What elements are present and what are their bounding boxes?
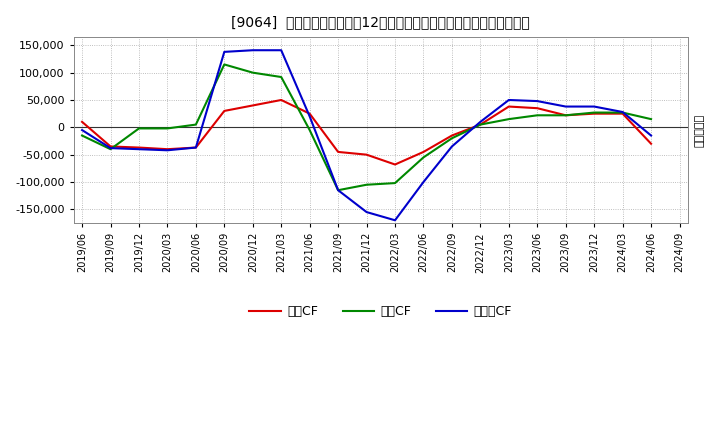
Line: 投資CF: 投資CF	[82, 64, 651, 190]
営業CF	[505, 104, 513, 109]
投資CF	[78, 133, 86, 138]
フリーCF	[647, 133, 655, 138]
投資CF	[305, 128, 314, 133]
フリーCF	[476, 119, 485, 125]
フリーCF	[248, 48, 257, 53]
フリーCF	[135, 147, 143, 152]
フリーCF	[618, 110, 627, 115]
投資CF	[590, 110, 598, 115]
投資CF	[248, 70, 257, 75]
営業CF	[533, 106, 541, 111]
営業CF	[277, 97, 286, 103]
投資CF	[448, 136, 456, 141]
営業CF	[419, 149, 428, 154]
投資CF	[362, 182, 371, 187]
営業CF	[220, 108, 229, 114]
投資CF	[505, 117, 513, 122]
営業CF	[248, 103, 257, 108]
フリーCF	[505, 97, 513, 103]
営業CF	[476, 122, 485, 127]
フリーCF	[220, 49, 229, 55]
Line: フリーCF: フリーCF	[82, 50, 651, 220]
営業CF	[305, 111, 314, 116]
営業CF	[448, 133, 456, 138]
投資CF	[647, 117, 655, 122]
フリーCF	[106, 146, 114, 151]
Legend: 営業CF, 投資CF, フリーCF: 営業CF, 投資CF, フリーCF	[245, 300, 517, 323]
投資CF	[277, 74, 286, 80]
営業CF	[562, 113, 570, 118]
フリーCF	[362, 209, 371, 215]
営業CF	[334, 149, 343, 154]
フリーCF	[163, 148, 172, 153]
営業CF	[78, 119, 86, 125]
投資CF	[334, 187, 343, 193]
投資CF	[106, 147, 114, 152]
フリーCF	[192, 145, 200, 150]
投資CF	[135, 126, 143, 131]
Line: 営業CF: 営業CF	[82, 100, 651, 165]
営業CF	[647, 141, 655, 147]
フリーCF	[334, 187, 343, 193]
Title: [9064]  キャッシュフローの12か月移動合計の対前年同期増減額の推移: [9064] キャッシュフローの12か月移動合計の対前年同期増減額の推移	[231, 15, 530, 29]
フリーCF	[419, 180, 428, 185]
投資CF	[163, 126, 172, 131]
フリーCF	[590, 104, 598, 109]
投資CF	[220, 62, 229, 67]
投資CF	[476, 122, 485, 127]
投資CF	[618, 110, 627, 115]
営業CF	[618, 111, 627, 116]
投資CF	[562, 113, 570, 118]
営業CF	[362, 152, 371, 158]
営業CF	[135, 145, 143, 150]
フリーCF	[78, 128, 86, 133]
投資CF	[391, 180, 400, 186]
フリーCF	[562, 104, 570, 109]
投資CF	[533, 113, 541, 118]
投資CF	[419, 155, 428, 160]
営業CF	[106, 144, 114, 149]
フリーCF	[305, 114, 314, 119]
営業CF	[192, 145, 200, 150]
営業CF	[163, 147, 172, 152]
投資CF	[192, 122, 200, 127]
営業CF	[391, 162, 400, 167]
フリーCF	[448, 144, 456, 149]
フリーCF	[277, 48, 286, 53]
フリーCF	[391, 218, 400, 223]
営業CF	[590, 111, 598, 116]
フリーCF	[533, 99, 541, 104]
Y-axis label: （百万円）: （百万円）	[695, 114, 705, 147]
